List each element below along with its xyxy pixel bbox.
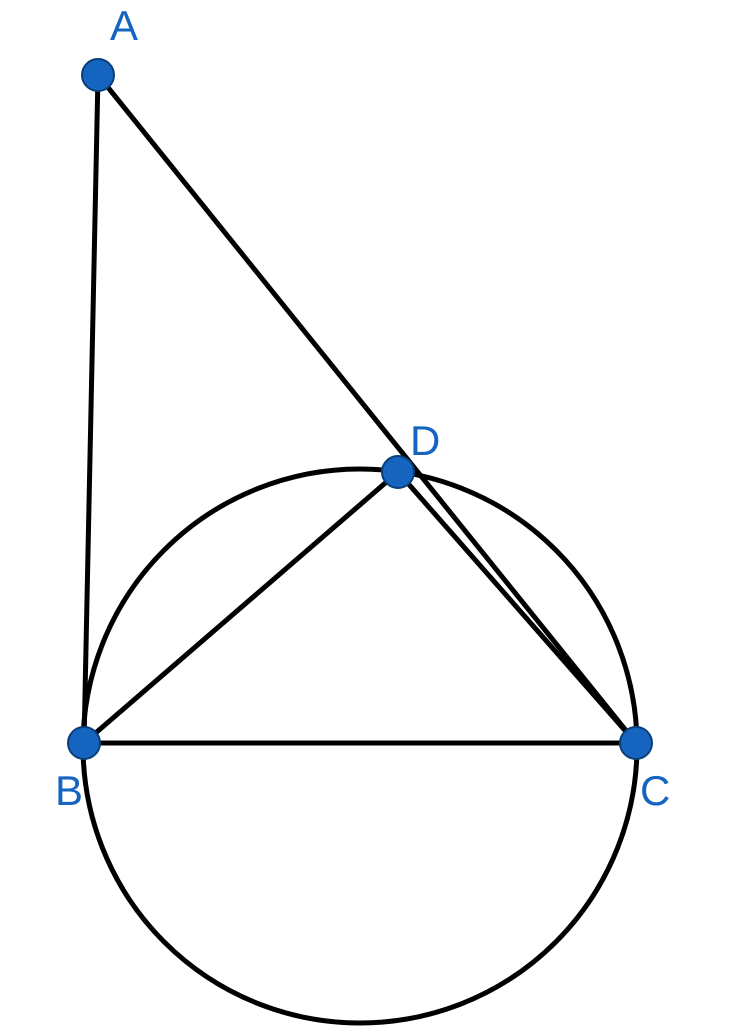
point-C [620, 727, 652, 759]
geometry-diagram: A B C D [0, 0, 743, 1036]
label-C: C [640, 767, 670, 814]
label-D: D [410, 417, 440, 464]
label-B: B [55, 767, 83, 814]
segment-AC [98, 75, 636, 743]
segment-AB [84, 75, 98, 743]
segments-group [84, 75, 636, 743]
segment-BD [84, 472, 398, 743]
point-A [82, 59, 114, 91]
circle [83, 469, 637, 1023]
labels-group: A B C D [55, 2, 670, 814]
label-A: A [110, 2, 138, 49]
point-B [68, 727, 100, 759]
